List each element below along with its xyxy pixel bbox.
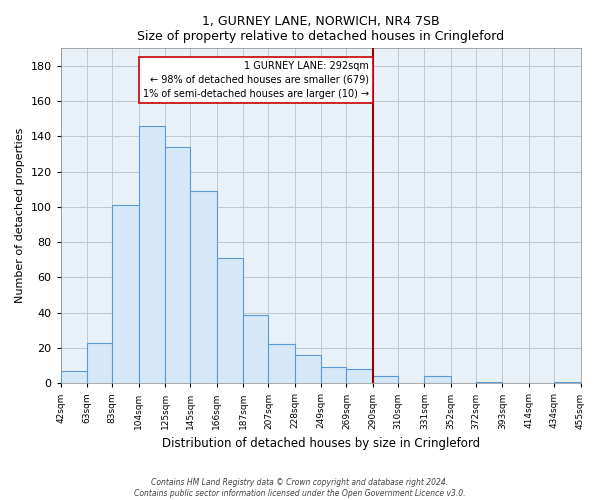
Y-axis label: Number of detached properties: Number of detached properties: [15, 128, 25, 304]
Bar: [112, 205, 139, 384]
X-axis label: Distribution of detached houses by size in Cringleford: Distribution of detached houses by size …: [161, 437, 479, 450]
Bar: [268, 344, 295, 384]
Bar: [321, 368, 346, 384]
Bar: [373, 376, 398, 384]
Bar: [554, 382, 581, 384]
Bar: [87, 342, 112, 384]
Bar: [190, 191, 217, 384]
Bar: [165, 147, 190, 384]
Bar: [346, 369, 373, 384]
Title: 1, GURNEY LANE, NORWICH, NR4 7SB
Size of property relative to detached houses in: 1, GURNEY LANE, NORWICH, NR4 7SB Size of…: [137, 15, 504, 43]
Bar: [295, 355, 321, 384]
Bar: [217, 258, 243, 384]
Bar: [139, 126, 165, 384]
Bar: [476, 382, 502, 384]
Bar: [424, 376, 451, 384]
Text: Contains HM Land Registry data © Crown copyright and database right 2024.
Contai: Contains HM Land Registry data © Crown c…: [134, 478, 466, 498]
Bar: [243, 314, 268, 384]
Text: 1 GURNEY LANE: 292sqm
← 98% of detached houses are smaller (679)
1% of semi-deta: 1 GURNEY LANE: 292sqm ← 98% of detached …: [143, 60, 369, 98]
Bar: [61, 371, 87, 384]
